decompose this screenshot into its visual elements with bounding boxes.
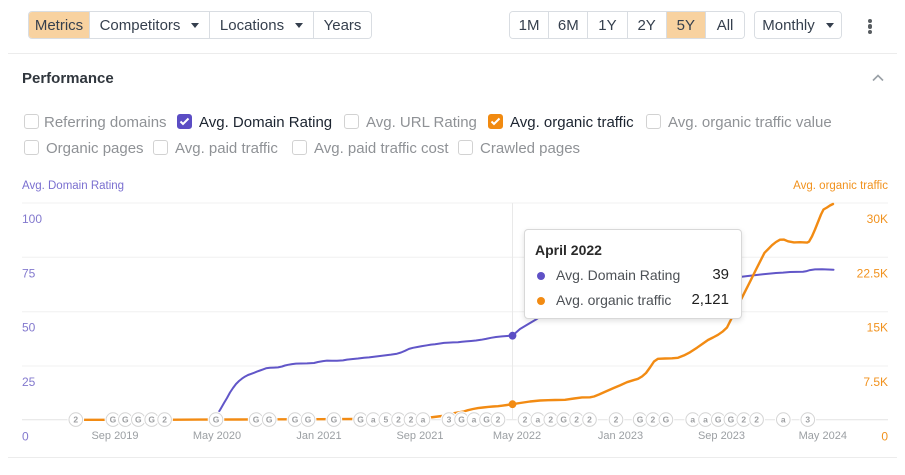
svg-text:G: G (663, 415, 670, 425)
svg-text:G: G (331, 415, 338, 425)
svg-text:2: 2 (741, 415, 746, 425)
svg-text:a: a (690, 415, 695, 425)
svg-text:2: 2 (651, 415, 656, 425)
svg-text:50: 50 (22, 321, 36, 335)
svg-text:Sep 2019: Sep 2019 (91, 430, 138, 442)
svg-text:G: G (110, 415, 117, 425)
svg-text:G: G (122, 415, 129, 425)
svg-text:15K: 15K (867, 321, 888, 335)
svg-text:G: G (213, 415, 220, 425)
svg-text:G: G (458, 415, 465, 425)
svg-text:2: 2 (409, 415, 414, 425)
svg-text:2: 2 (754, 415, 759, 425)
svg-text:a: a (781, 415, 786, 425)
svg-text:a: a (421, 415, 426, 425)
svg-text:Sep 2021: Sep 2021 (396, 430, 443, 442)
svg-text:a: a (703, 415, 708, 425)
svg-text:G: G (728, 415, 735, 425)
svg-text:5: 5 (384, 415, 389, 425)
svg-text:Jan 2023: Jan 2023 (598, 430, 643, 442)
svg-text:May 2022: May 2022 (493, 430, 541, 442)
svg-text:Jan 2021: Jan 2021 (296, 430, 341, 442)
svg-text:May 2020: May 2020 (193, 430, 241, 442)
svg-text:2: 2 (396, 415, 401, 425)
svg-text:7.5K: 7.5K (863, 375, 888, 389)
svg-text:G: G (560, 415, 567, 425)
svg-text:22.5K: 22.5K (857, 266, 888, 280)
svg-text:G: G (266, 415, 273, 425)
svg-text:G: G (305, 415, 312, 425)
svg-text:75: 75 (22, 266, 36, 280)
svg-text:2: 2 (574, 415, 579, 425)
svg-text:2: 2 (162, 415, 167, 425)
svg-text:3: 3 (805, 415, 810, 425)
svg-text:G: G (715, 415, 722, 425)
svg-text:3: 3 (447, 415, 452, 425)
svg-text:G: G (483, 415, 490, 425)
svg-text:a: a (371, 415, 376, 425)
svg-text:G: G (253, 415, 260, 425)
svg-text:2: 2 (73, 415, 78, 425)
svg-text:May 2024: May 2024 (799, 430, 847, 442)
svg-text:0: 0 (22, 429, 29, 443)
svg-text:a: a (536, 415, 541, 425)
svg-text:G: G (292, 415, 299, 425)
svg-text:30K: 30K (867, 212, 888, 226)
svg-text:a: a (472, 415, 477, 425)
svg-text:Sep 2023: Sep 2023 (698, 430, 745, 442)
svg-text:2: 2 (587, 415, 592, 425)
svg-text:2: 2 (523, 415, 528, 425)
svg-text:G: G (148, 415, 155, 425)
svg-text:2: 2 (548, 415, 553, 425)
svg-text:2: 2 (496, 415, 501, 425)
svg-text:0: 0 (881, 429, 888, 443)
svg-text:G: G (637, 415, 644, 425)
svg-text:G: G (357, 415, 364, 425)
svg-text:25: 25 (22, 375, 36, 389)
svg-text:100: 100 (22, 212, 42, 226)
svg-text:G: G (135, 415, 142, 425)
svg-text:2: 2 (614, 415, 619, 425)
